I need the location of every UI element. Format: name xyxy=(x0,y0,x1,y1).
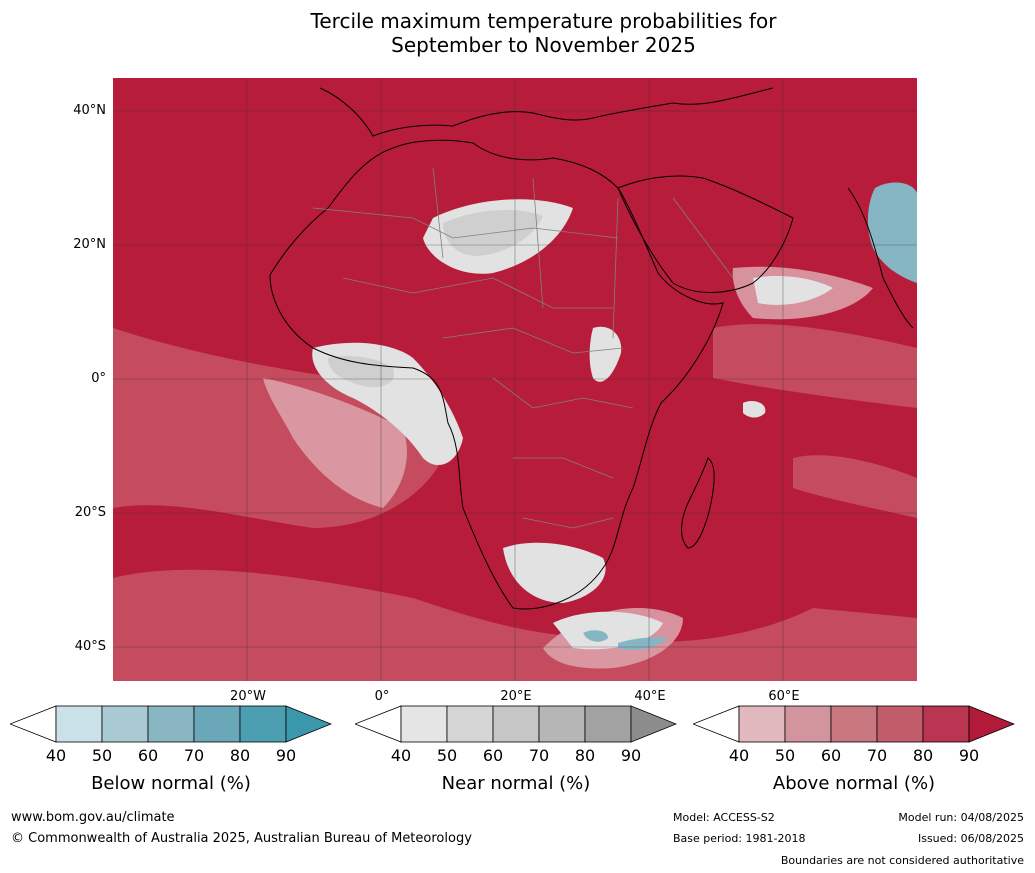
near-normal-bin-70-80 xyxy=(538,705,586,743)
near-normal-bin-40-50 xyxy=(400,705,448,743)
near-normal-max-arrow xyxy=(630,705,678,743)
below-normal-tick-80: 80 xyxy=(229,746,251,765)
below-normal-bin-50-60 xyxy=(101,705,149,743)
title-line-2: September to November 2025 xyxy=(391,33,696,57)
lat-label-40n: 40°N xyxy=(73,103,106,118)
above-normal-bin-50-60 xyxy=(784,705,832,743)
above-normal-max-arrow xyxy=(968,705,1016,743)
legend-near-normal: 40 50 60 70 80 90 Near normal (%) xyxy=(353,705,678,794)
above-normal-bin-70-80 xyxy=(876,705,924,743)
above-normal-colorbar xyxy=(691,705,1016,743)
model-run-date: Model run: 04/08/2025 xyxy=(898,811,1024,824)
map-title: Tercile maximum temperature probabilitie… xyxy=(0,9,1035,57)
base-period: Base period: 1981-2018 xyxy=(673,832,806,845)
above-normal-min-arrow xyxy=(691,705,740,743)
near-normal-bin-50-60 xyxy=(446,705,494,743)
below-normal-max-arrow xyxy=(285,705,333,743)
near-normal-colorbar xyxy=(353,705,678,743)
issued-date: Issued: 06/08/2025 xyxy=(917,832,1024,845)
near-normal-bin-80-90 xyxy=(584,705,632,743)
arabia-coastline xyxy=(617,175,794,293)
india-coastline xyxy=(847,187,914,329)
below-normal-colorbar xyxy=(8,705,333,743)
map-svg xyxy=(113,78,917,681)
above-normal-tick-40: 40 xyxy=(728,746,750,765)
near-normal-tick-50: 50 xyxy=(436,746,458,765)
near-normal-bin-60-70 xyxy=(492,705,540,743)
below-normal-tick-50: 50 xyxy=(91,746,113,765)
below-normal-bin-70-80 xyxy=(193,705,241,743)
below-normal-tick-90: 90 xyxy=(275,746,297,765)
near-normal-tick-70: 70 xyxy=(528,746,550,765)
lat-label-20n: 20°N xyxy=(73,237,106,252)
above-normal-caption: Above normal (%) xyxy=(772,773,936,794)
boundaries-disclaimer: Boundaries are not considered authoritat… xyxy=(780,854,1024,867)
below-normal-bin-60-70 xyxy=(147,705,195,743)
above-normal-tick-90: 90 xyxy=(958,746,980,765)
title-line-1: Tercile maximum temperature probabilitie… xyxy=(310,9,777,33)
lat-label-20s: 20°S xyxy=(74,505,106,520)
lon-label-20e: 20°E xyxy=(500,689,532,704)
probability-map xyxy=(113,78,917,681)
legend-above-normal: 40 50 60 70 80 90 Above normal (%) xyxy=(691,705,1016,794)
madagascar-coastline xyxy=(681,457,715,549)
near-normal-tick-80: 80 xyxy=(574,746,596,765)
below-normal-caption: Below normal (%) xyxy=(91,773,251,794)
below-normal-bin-40-50 xyxy=(55,705,103,743)
above-normal-bin-40-50 xyxy=(738,705,786,743)
near-normal-caption: Near normal (%) xyxy=(441,773,591,794)
europe-coastline xyxy=(319,87,774,137)
country-borders xyxy=(312,167,734,529)
lon-label-0: 0° xyxy=(374,689,390,704)
below-normal-regions xyxy=(583,182,917,650)
lon-label-20w: 20°W xyxy=(230,689,266,704)
below-normal-min-arrow xyxy=(8,705,57,743)
model-name: Model: ACCESS-S2 xyxy=(673,811,775,824)
above-normal-tick-60: 60 xyxy=(820,746,842,765)
lat-label-40s: 40°S xyxy=(74,639,106,654)
legend-below-normal: 40 50 60 70 80 90 Below normal (%) xyxy=(8,705,333,794)
below-normal-tick-40: 40 xyxy=(45,746,67,765)
below-normal-bin-80-90 xyxy=(239,705,287,743)
below-normal-tick-70: 70 xyxy=(183,746,205,765)
above-normal-tick-80: 80 xyxy=(912,746,934,765)
above-normal-tick-70: 70 xyxy=(866,746,888,765)
above-normal-bin-60-70 xyxy=(830,705,878,743)
near-normal-tick-40: 40 xyxy=(390,746,412,765)
lat-label-equator: 0° xyxy=(91,371,106,386)
lon-label-60e: 60°E xyxy=(768,689,800,704)
africa-coastline xyxy=(269,139,724,610)
website-link[interactable]: www.bom.gov.au/climate xyxy=(11,810,175,825)
above-normal-bin-80-90 xyxy=(922,705,970,743)
near-normal-tick-60: 60 xyxy=(482,746,504,765)
near-normal-tick-90: 90 xyxy=(620,746,642,765)
near-normal-min-arrow xyxy=(353,705,402,743)
copyright-text: © Commonwealth of Australia 2025, Austra… xyxy=(11,831,472,846)
lon-label-40e: 40°E xyxy=(634,689,666,704)
above-normal-tick-50: 50 xyxy=(774,746,796,765)
below-normal-tick-60: 60 xyxy=(137,746,159,765)
